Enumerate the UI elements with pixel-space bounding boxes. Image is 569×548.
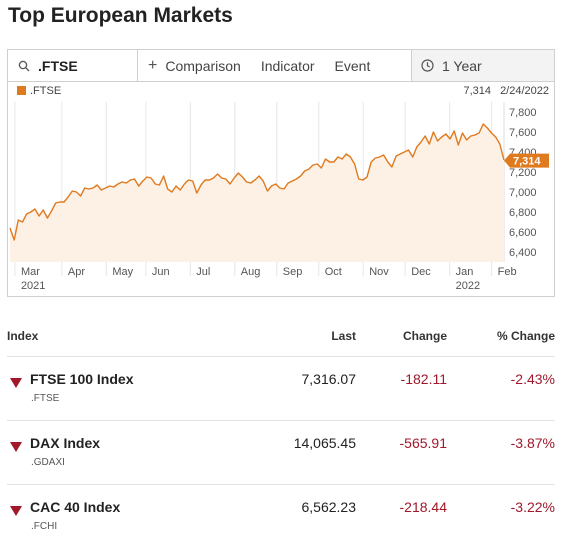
x-tick-label: Apr [68,266,85,278]
table-header: Index Last Change % Change [7,320,555,357]
last-value-label: 7,314 [513,156,541,168]
x-tick-year-label: 2021 [21,280,45,292]
change-value: -182.11 [400,371,447,387]
x-tick-label: Aug [241,266,261,278]
event-label: Event [334,57,371,74]
x-tick-label: Oct [325,266,342,278]
down-arrow-icon [10,378,22,388]
price-area [10,124,504,262]
price-line [9,123,505,241]
x-tick-label: Mar [21,266,40,278]
header-index[interactable]: Index [7,329,39,343]
symbol-value: .FTSE [38,57,78,74]
last-value: 14,065.45 [293,435,356,451]
search-icon [18,60,30,71]
pct-change-value: -3.87% [510,435,555,451]
index-name[interactable]: DAX Index [30,435,101,451]
table-row[interactable]: DAX Index .GDAXI 14,065.45 -565.91 -3.87… [7,421,555,485]
y-tick-label: 7,800 [509,107,537,119]
down-arrow-icon [10,442,22,452]
header-change[interactable]: Change [402,329,447,343]
index-ric: .GDAXI [31,457,65,468]
table-row[interactable]: FTSE 100 Index .FTSE 7,316.07 -182.11 -2… [7,357,555,421]
clock-icon [421,59,434,72]
chart-widget: .FTSE + Comparison Indicator Event 1 Yea… [7,49,555,297]
legend-swatch [17,86,26,95]
chart-legend: .FTSE 7,314 2/24/2022 [8,81,554,101]
last-value: 6,562.23 [301,499,357,515]
change-value: -218.44 [399,499,447,515]
indicator-label: Indicator [260,57,315,74]
symbol-search-input[interactable]: .FTSE [8,50,138,81]
range-label: 1 Year [442,57,482,74]
x-tick-label: Sep [283,266,303,278]
y-tick-label: 6,600 [509,227,537,239]
comparison-label: Comparison [165,57,241,74]
page-title: Top European Markets [8,4,233,27]
chart-toolbar: .FTSE + Comparison Indicator Event 1 Yea… [8,50,554,82]
index-name[interactable]: FTSE 100 Index [30,371,134,387]
pct-change-value: -2.43% [510,371,555,387]
pct-change-value: -3.22% [510,499,555,515]
price-chart[interactable]: 6,4006,6006,8007,0007,2007,4007,6007,800… [8,50,554,296]
last-value-flag [504,153,549,168]
index-ric: .FTSE [31,393,60,404]
header-last[interactable]: Last [331,329,356,343]
header-pct-change[interactable]: % Change [496,329,555,343]
index-name[interactable]: CAC 40 Index [30,499,121,515]
x-tick-label: Nov [369,266,389,278]
event-button[interactable]: Event [325,50,381,81]
index-ric: .FCHI [31,521,58,532]
y-tick-label: 6,800 [509,207,537,219]
y-tick-label: 7,600 [509,127,537,139]
y-tick-label: 6,400 [509,247,537,259]
x-tick-label: May [112,266,133,278]
change-value: -565.91 [399,435,447,451]
x-tick-label: Jun [152,266,170,278]
x-tick-label: Dec [411,266,431,278]
x-tick-label: Jan [456,266,474,278]
x-tick-label: Feb [498,266,517,278]
legend-date: 2/24/2022 [500,85,549,97]
y-tick-label: 7,000 [509,187,537,199]
legend-series-name: .FTSE [30,85,62,97]
x-tick-label: Jul [196,266,210,278]
markets-table: Index Last Change % Change FTSE 100 Inde… [7,320,555,548]
comparison-button[interactable]: + Comparison [138,50,251,81]
plus-icon: + [148,56,158,74]
down-arrow-icon [10,506,22,516]
table-row[interactable]: CAC 40 Index .FCHI 6,562.23 -218.44 -3.2… [7,485,555,548]
indicator-button[interactable]: Indicator [251,50,325,81]
range-selector[interactable]: 1 Year [411,50,554,81]
y-tick-label: 7,200 [509,167,537,179]
x-tick-year-label: 2022 [456,280,480,292]
legend-last-value: 7,314 [463,85,491,97]
last-value: 7,316.07 [301,371,357,387]
